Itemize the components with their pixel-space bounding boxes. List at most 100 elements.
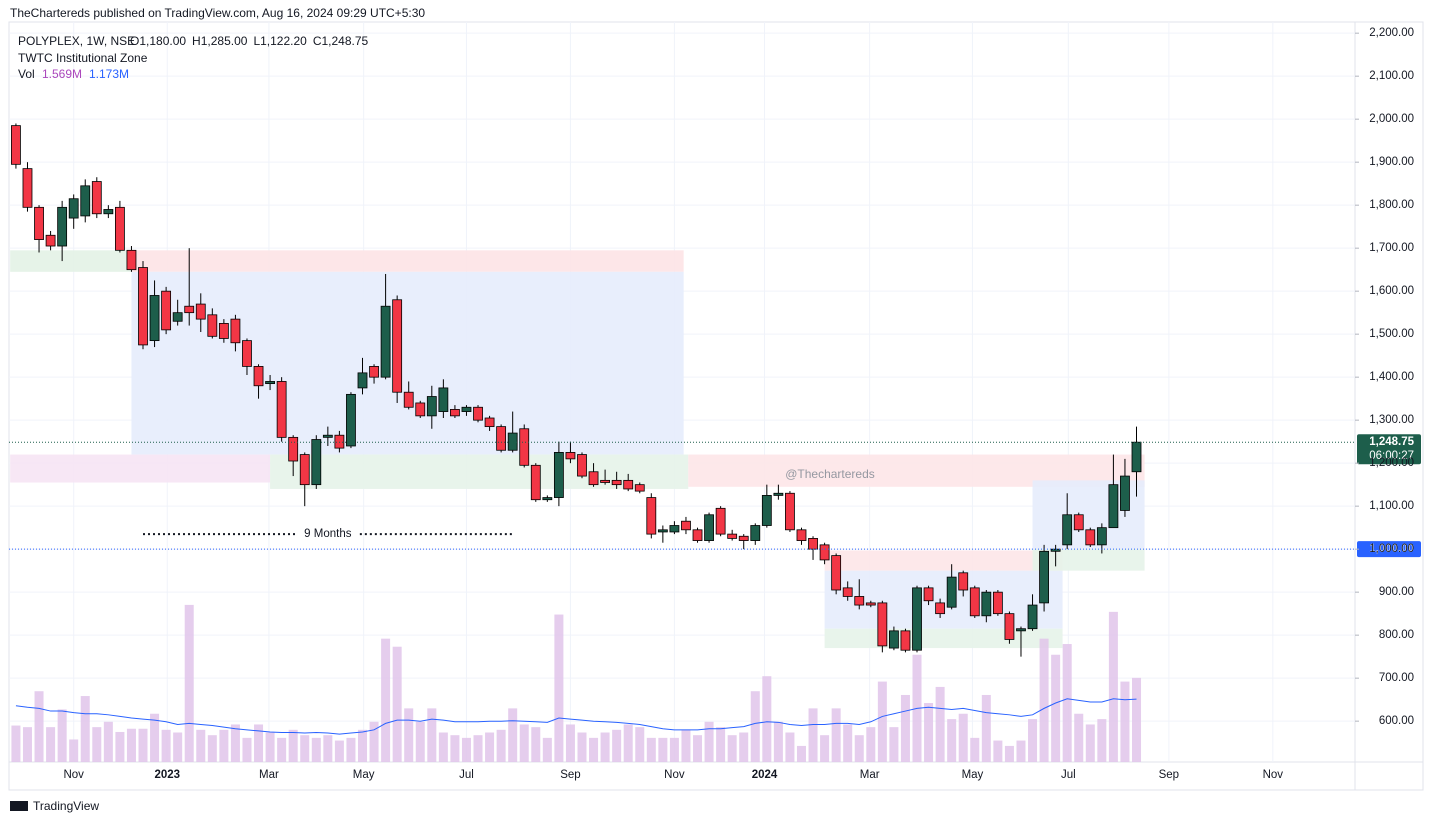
x-tick-label: Nov [664, 769, 685, 781]
volume-bar [635, 727, 645, 762]
candle-body [542, 497, 553, 501]
volume-ma-line [15, 698, 1137, 735]
volume-bar [404, 708, 414, 762]
volume-bar [115, 731, 125, 762]
x-tick-label: 2023 [154, 769, 180, 781]
x-tick-label: Nov [63, 769, 84, 781]
x-tick-label: Jul [459, 769, 474, 781]
volume-bar [57, 709, 67, 762]
legend-value: O1,180.00 [130, 34, 186, 48]
candle-body [265, 381, 275, 385]
x-tick-label: Mar [259, 769, 279, 781]
y-tick-label: 1,500.00 [1369, 328, 1414, 340]
x-tick-label: Nov [1263, 769, 1284, 781]
candle-body [842, 587, 853, 597]
candle-body [276, 381, 287, 438]
price-tag-label: 1,248.75 [1369, 436, 1414, 448]
legend-symbol: POLYPLEX, 1W, NSE [18, 34, 135, 48]
volume-bar [346, 737, 356, 762]
level-tag [1357, 541, 1421, 558]
volume-bar [485, 732, 495, 762]
candle-body [346, 393, 356, 447]
volume-bar [34, 691, 44, 762]
candle-body [565, 452, 576, 460]
candle-body [11, 125, 21, 165]
candle-body [992, 591, 1003, 615]
volume-bar [508, 708, 518, 762]
candle-body [1039, 550, 1049, 604]
candle-body [322, 434, 333, 438]
volume-bar [311, 737, 321, 762]
indicator-name: TWTC Institutional Zone [18, 51, 148, 65]
y-tick-label: 900.00 [1379, 586, 1414, 598]
y-tick-label: 1,100.00 [1369, 500, 1414, 512]
candle-body [923, 587, 934, 602]
candle-body [1073, 514, 1084, 531]
y-tick-label: 600.00 [1379, 715, 1414, 727]
candle-body [149, 295, 160, 342]
candle-body [1027, 604, 1038, 630]
candle-body [1062, 514, 1073, 546]
annotation-text: 9 Months [304, 528, 352, 540]
candle-body [473, 406, 483, 421]
volume-bar [219, 729, 229, 762]
candle-body [727, 533, 738, 539]
overlay: 1,000.00 1,248.75 06:00:27 @Thechartereds 9 … [9, 434, 1421, 558]
volume-bar [866, 727, 876, 762]
volume-bar [438, 732, 448, 762]
candle-body [161, 290, 172, 331]
candle-body [623, 479, 634, 490]
zone [1032, 549, 1145, 571]
volume-bar [415, 721, 425, 762]
volume-bar [727, 735, 737, 762]
candle-body [969, 587, 980, 617]
volume-bar [612, 729, 622, 762]
candle-body [1004, 613, 1015, 640]
volume-bar [11, 725, 21, 762]
zone [10, 250, 132, 272]
volume-bar [577, 732, 587, 762]
volume-bar [646, 737, 656, 762]
candle-body [831, 555, 842, 591]
candle-body [681, 520, 691, 531]
candle-body [426, 396, 437, 417]
volume-bar [1074, 713, 1084, 762]
volume-bar [357, 729, 368, 762]
volume-bar [1120, 681, 1130, 762]
candle-body [311, 439, 322, 486]
candle-body [785, 492, 795, 531]
volume-bar [22, 727, 32, 762]
candle-body [750, 525, 761, 541]
volume-bar [554, 614, 564, 762]
candle-body [380, 305, 391, 378]
candle-body [854, 596, 865, 606]
candle-body [981, 591, 992, 617]
candle-body [91, 181, 102, 215]
volume-bar [69, 739, 79, 762]
volume-bar [138, 728, 148, 762]
zone [131, 271, 684, 455]
watermark: @Thechartereds [785, 467, 875, 481]
volume-bar [1016, 740, 1026, 762]
volume-bar [1028, 719, 1038, 762]
candle-body [634, 484, 645, 492]
volume-bar [473, 735, 483, 762]
volume-bar [150, 713, 160, 762]
volume-bar [669, 737, 679, 762]
volume-bar [681, 729, 691, 762]
candle-body [288, 436, 299, 462]
candle-body [796, 529, 807, 541]
y-tick-label: 800.00 [1379, 629, 1414, 641]
candle-body [22, 168, 33, 208]
y-tick-label: 2,000.00 [1369, 113, 1414, 125]
price-tag [1357, 434, 1421, 465]
volume-bar [461, 737, 471, 762]
candle-body [438, 387, 449, 412]
candle-body [484, 417, 495, 428]
volume-bar [589, 737, 599, 762]
header: TheChartereds published on TradingView.c… [10, 6, 425, 20]
zone [824, 550, 1063, 571]
volume-bar [427, 708, 437, 762]
volume-bar [1085, 724, 1095, 762]
candle-body [45, 234, 56, 247]
